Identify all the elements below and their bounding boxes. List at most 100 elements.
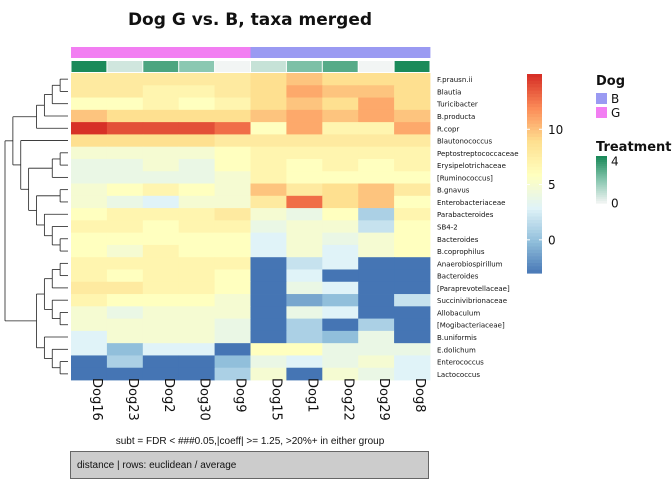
row-label: Peptostreptococcaceae — [437, 150, 519, 158]
legend-treatment-gradient — [596, 193, 607, 196]
heatmap-cell — [106, 343, 144, 356]
colorbar-segment — [527, 243, 542, 248]
heatmap-cell — [394, 355, 431, 369]
heatmap-cell — [142, 208, 180, 221]
heatmap-cell — [214, 134, 251, 148]
heatmap-cell — [214, 318, 251, 332]
colorbar-segment — [527, 193, 542, 198]
legend-treatment-gradient — [596, 157, 607, 161]
heatmap-cell — [286, 208, 323, 221]
heatmap-cell — [250, 220, 287, 234]
heatmap-cell — [106, 220, 144, 234]
heatmap-cell — [250, 244, 287, 258]
legend-treatment-gradient — [596, 175, 607, 179]
heatmap-cell — [394, 244, 431, 258]
heatmap-cell — [286, 318, 323, 332]
heatmap-cell — [286, 183, 323, 197]
heatmap-cell — [142, 232, 180, 246]
colorbar-segment — [527, 223, 542, 228]
heatmap-cell — [286, 97, 323, 111]
colorbar-segment — [527, 253, 542, 258]
heatmap-cell — [142, 109, 180, 123]
legend-treatment-gradient — [596, 189, 607, 192]
heatmap-cell — [394, 195, 431, 209]
heatmap-cell — [214, 208, 251, 221]
heatmap-cell — [142, 134, 180, 148]
annotation-treatment-cell — [358, 61, 394, 72]
heatmap-cell — [71, 367, 108, 381]
colorbar-segment — [527, 80, 542, 85]
heatmap-cell — [250, 330, 287, 344]
heatmap-cell — [106, 73, 144, 86]
heatmap-cell — [322, 244, 359, 258]
heatmap-cell — [286, 343, 323, 356]
annotation-treatment-cell — [322, 61, 358, 72]
heatmap-cell — [142, 306, 180, 319]
heatmap-cell — [358, 97, 395, 111]
heatmap-cell — [178, 183, 215, 197]
legend-treatment-gradient — [596, 195, 607, 198]
heatmap-cell — [358, 330, 395, 344]
heatmap-cell — [394, 306, 431, 319]
heatmap-cell — [142, 355, 180, 369]
heatmap-cell — [142, 183, 180, 197]
heatmap-cell — [394, 183, 431, 197]
heatmap-cell — [71, 195, 108, 209]
heatmap-cell — [250, 232, 287, 246]
colorbar-tick-label: 5 — [548, 178, 556, 192]
row-label: SB4-2 — [437, 224, 458, 232]
heatmap-cell — [394, 146, 431, 160]
heatmap-cell — [178, 318, 215, 332]
heatmap-cell — [322, 85, 359, 98]
column-label: Dog1 — [304, 378, 319, 413]
heatmap-cell — [106, 109, 144, 123]
annotation-dog-cell — [214, 47, 251, 58]
colorbar-segment — [527, 103, 542, 108]
row-label: [Ruminococcus] — [437, 174, 493, 182]
colorbar-segment — [527, 200, 542, 204]
chart-subtitle: subt = FDR < ###0.05,|coeff| >= 1.25, >2… — [115, 436, 385, 447]
heatmap-cell — [250, 97, 287, 111]
heatmap-cell — [214, 109, 251, 123]
heatmap-cell — [322, 343, 359, 356]
colorbar-segment — [527, 203, 542, 208]
colorbar-segment — [527, 123, 542, 128]
heatmap-cell — [106, 257, 144, 270]
heatmap-cell — [250, 269, 287, 283]
heatmap-cell — [142, 85, 180, 98]
heatmap-cell — [71, 183, 108, 197]
heatmap-cell — [322, 269, 359, 283]
heatmap-cell — [394, 232, 431, 246]
annotation-dog-cell — [322, 47, 359, 58]
row-label: Bacteroides — [437, 236, 479, 244]
heatmap-cell — [142, 122, 180, 135]
heatmap-cell — [71, 171, 108, 184]
colorbar-segment — [527, 233, 542, 238]
heatmap-cell — [286, 294, 323, 307]
heatmap-cell — [142, 294, 180, 307]
heatmap-cell — [214, 257, 251, 270]
heatmap-cell — [106, 183, 144, 197]
heatmap-cell — [214, 244, 251, 258]
annotation-treatment-cell — [251, 61, 286, 72]
legend-treatment-gradient — [596, 159, 607, 163]
colorbar-segment — [527, 93, 542, 98]
heatmap-cell — [322, 208, 359, 221]
heatmap-cell — [358, 232, 395, 246]
heatmap-cell — [142, 269, 180, 283]
colorbar-segment — [527, 140, 542, 145]
heatmap-cell — [178, 122, 215, 135]
heatmap-cell — [358, 158, 395, 172]
heatmap-cell — [322, 146, 359, 160]
heatmap-cell — [214, 367, 251, 381]
colorbar-segment — [527, 236, 542, 241]
row-label: Enterobacteriaceae — [437, 199, 505, 207]
heatmap-cell — [322, 355, 359, 369]
legend-treatment-gradient — [596, 161, 607, 165]
heatmap-cell — [322, 232, 359, 246]
heatmap-cell — [286, 269, 323, 283]
heatmap-cell — [322, 171, 359, 184]
heatmap-cell — [358, 318, 395, 332]
heatmap-cell — [322, 220, 359, 234]
